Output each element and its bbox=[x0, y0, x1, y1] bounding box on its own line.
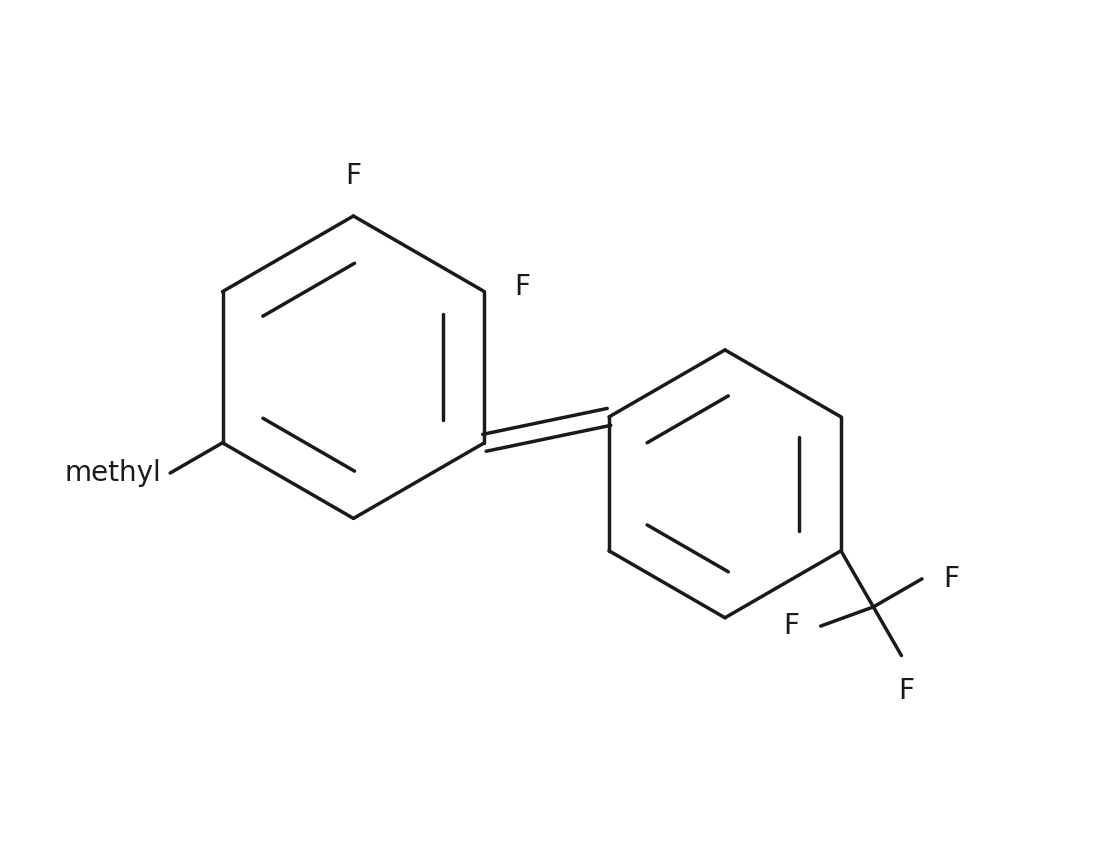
Text: F: F bbox=[514, 273, 531, 302]
Text: F: F bbox=[944, 565, 959, 593]
Text: F: F bbox=[782, 612, 799, 640]
Text: methyl: methyl bbox=[65, 459, 161, 487]
Text: F: F bbox=[898, 677, 914, 705]
Text: F: F bbox=[345, 162, 362, 190]
